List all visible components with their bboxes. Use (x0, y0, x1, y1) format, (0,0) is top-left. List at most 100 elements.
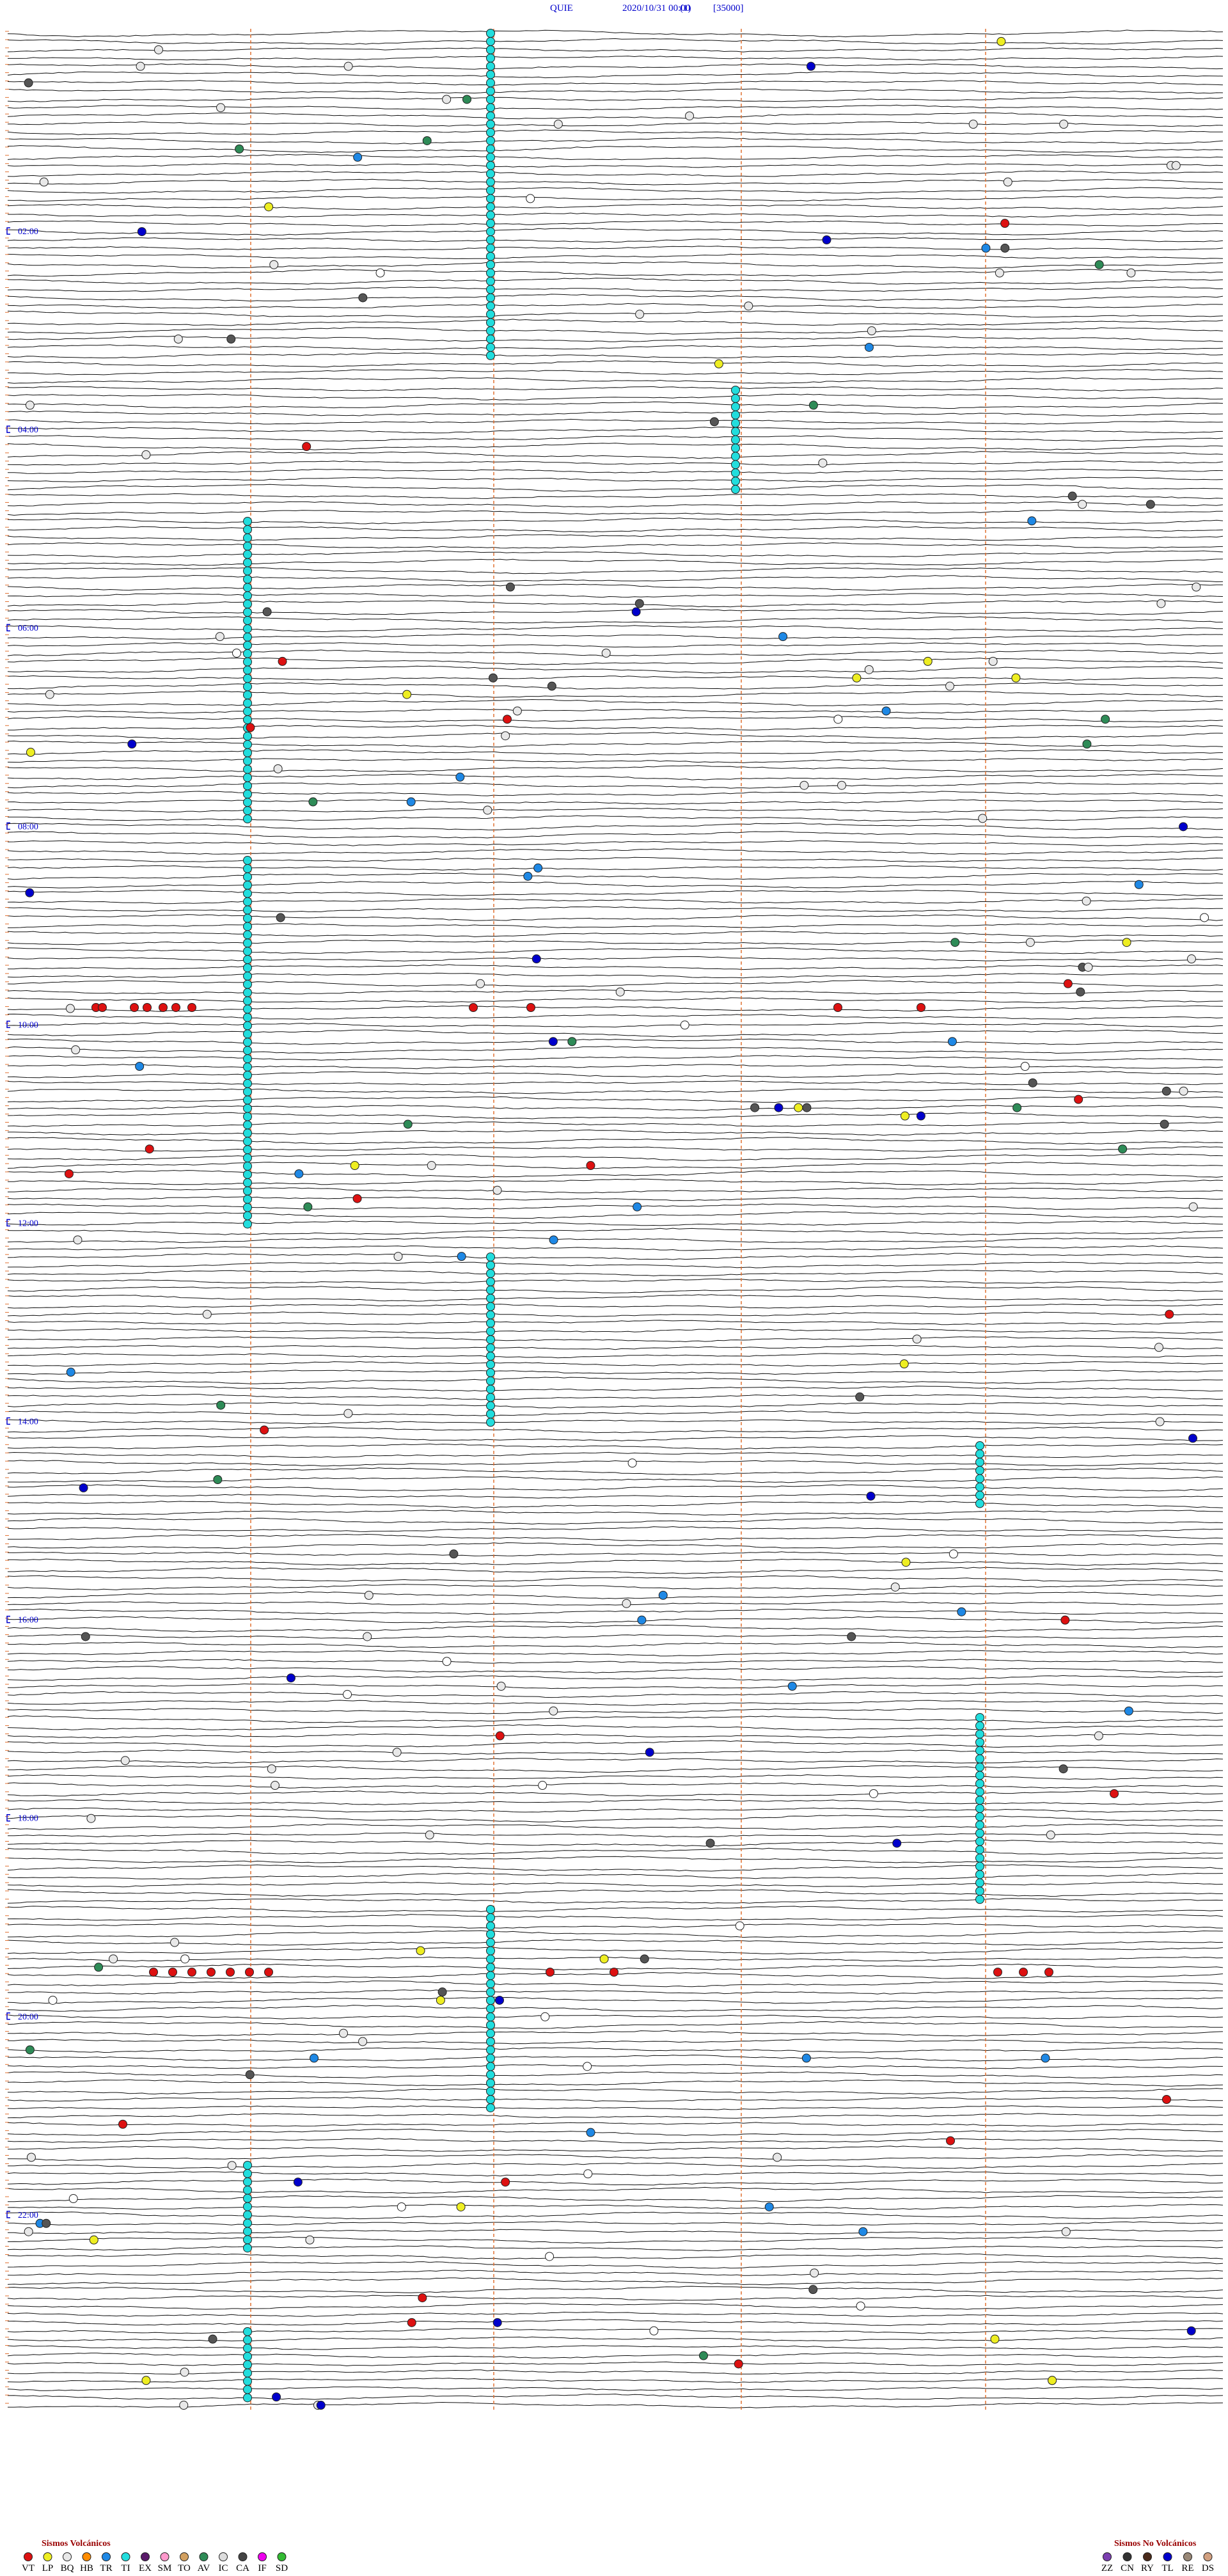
trace (7, 865, 1224, 871)
event (137, 227, 146, 237)
trace (7, 2154, 1224, 2161)
trace (7, 310, 1224, 318)
trace (7, 608, 1224, 615)
event (243, 2243, 252, 2253)
trace (7, 1088, 1224, 1094)
event (1156, 599, 1166, 608)
trace (7, 2097, 1223, 2103)
event (553, 120, 563, 129)
event (547, 681, 556, 691)
event (316, 2401, 326, 2410)
event (975, 1746, 984, 1755)
trace (7, 848, 1224, 855)
trace (7, 196, 1224, 202)
trace (7, 1864, 1224, 1872)
event (476, 979, 485, 988)
legend-marker (238, 2552, 248, 2561)
event (610, 1968, 618, 1977)
trace (8, 1476, 1224, 1483)
event (66, 1368, 75, 1377)
event (339, 2028, 349, 2038)
event (486, 1252, 495, 1261)
event (975, 1713, 984, 1722)
event (622, 1599, 631, 1608)
trace (8, 1989, 1224, 1995)
event (540, 2012, 550, 2021)
trace (7, 1170, 1224, 1178)
event (71, 1045, 81, 1055)
event (486, 1393, 495, 1402)
event (1161, 2095, 1171, 2104)
event (243, 1203, 252, 1212)
trace (7, 831, 1224, 839)
event (486, 152, 495, 162)
trace (7, 1675, 1224, 1681)
trace (7, 2286, 1224, 2293)
trace (7, 567, 1224, 574)
event (488, 673, 498, 683)
event (145, 1144, 154, 1154)
event (486, 78, 495, 88)
trace (7, 1724, 1224, 1731)
event (120, 1756, 130, 1766)
event (486, 1310, 495, 1320)
trace (7, 154, 1224, 161)
event (680, 1020, 689, 1030)
trace (7, 1320, 1224, 1325)
event (486, 2070, 495, 2080)
event (486, 1971, 495, 1980)
event (486, 1409, 495, 1419)
event (731, 485, 740, 494)
trace (7, 411, 1224, 416)
event (118, 2119, 128, 2129)
event (486, 1996, 495, 2005)
event (975, 1828, 984, 1838)
event (975, 1737, 984, 1747)
trace (7, 1402, 1224, 1409)
event (243, 632, 252, 642)
event (731, 393, 740, 403)
event (243, 517, 252, 526)
event (243, 963, 252, 972)
event (523, 871, 533, 881)
scale: [35000] (713, 3, 744, 13)
event (649, 2326, 659, 2335)
event (243, 938, 252, 948)
event (243, 814, 252, 824)
trace (7, 889, 1223, 896)
event (864, 342, 874, 352)
event (243, 1120, 252, 1130)
event (207, 1968, 216, 1977)
legend-marker (277, 2552, 287, 2561)
trace (7, 972, 1223, 979)
event (154, 45, 163, 54)
trace (7, 940, 1224, 945)
trace (7, 386, 1224, 391)
event (243, 731, 252, 741)
trace (7, 997, 1224, 1004)
event (1200, 913, 1209, 922)
trace (7, 1046, 1224, 1054)
event (890, 1582, 900, 1592)
event (486, 335, 495, 344)
trace (7, 642, 1223, 648)
trace (7, 2319, 1224, 2327)
trace (7, 1311, 1224, 1317)
event (818, 458, 828, 468)
trace (7, 1252, 1224, 1260)
event (436, 1995, 445, 2005)
event (486, 251, 495, 261)
event (947, 1037, 957, 1047)
trace (7, 873, 1224, 880)
trace (7, 658, 1224, 665)
event (271, 1781, 280, 1790)
trace (7, 352, 1224, 359)
trace (7, 1121, 1224, 1127)
event (912, 1334, 922, 1344)
trace (7, 1484, 1224, 1492)
trace (7, 170, 1224, 177)
event (243, 1079, 252, 1088)
event (709, 417, 719, 427)
trace (7, 1080, 1224, 1086)
trace (7, 88, 1224, 94)
